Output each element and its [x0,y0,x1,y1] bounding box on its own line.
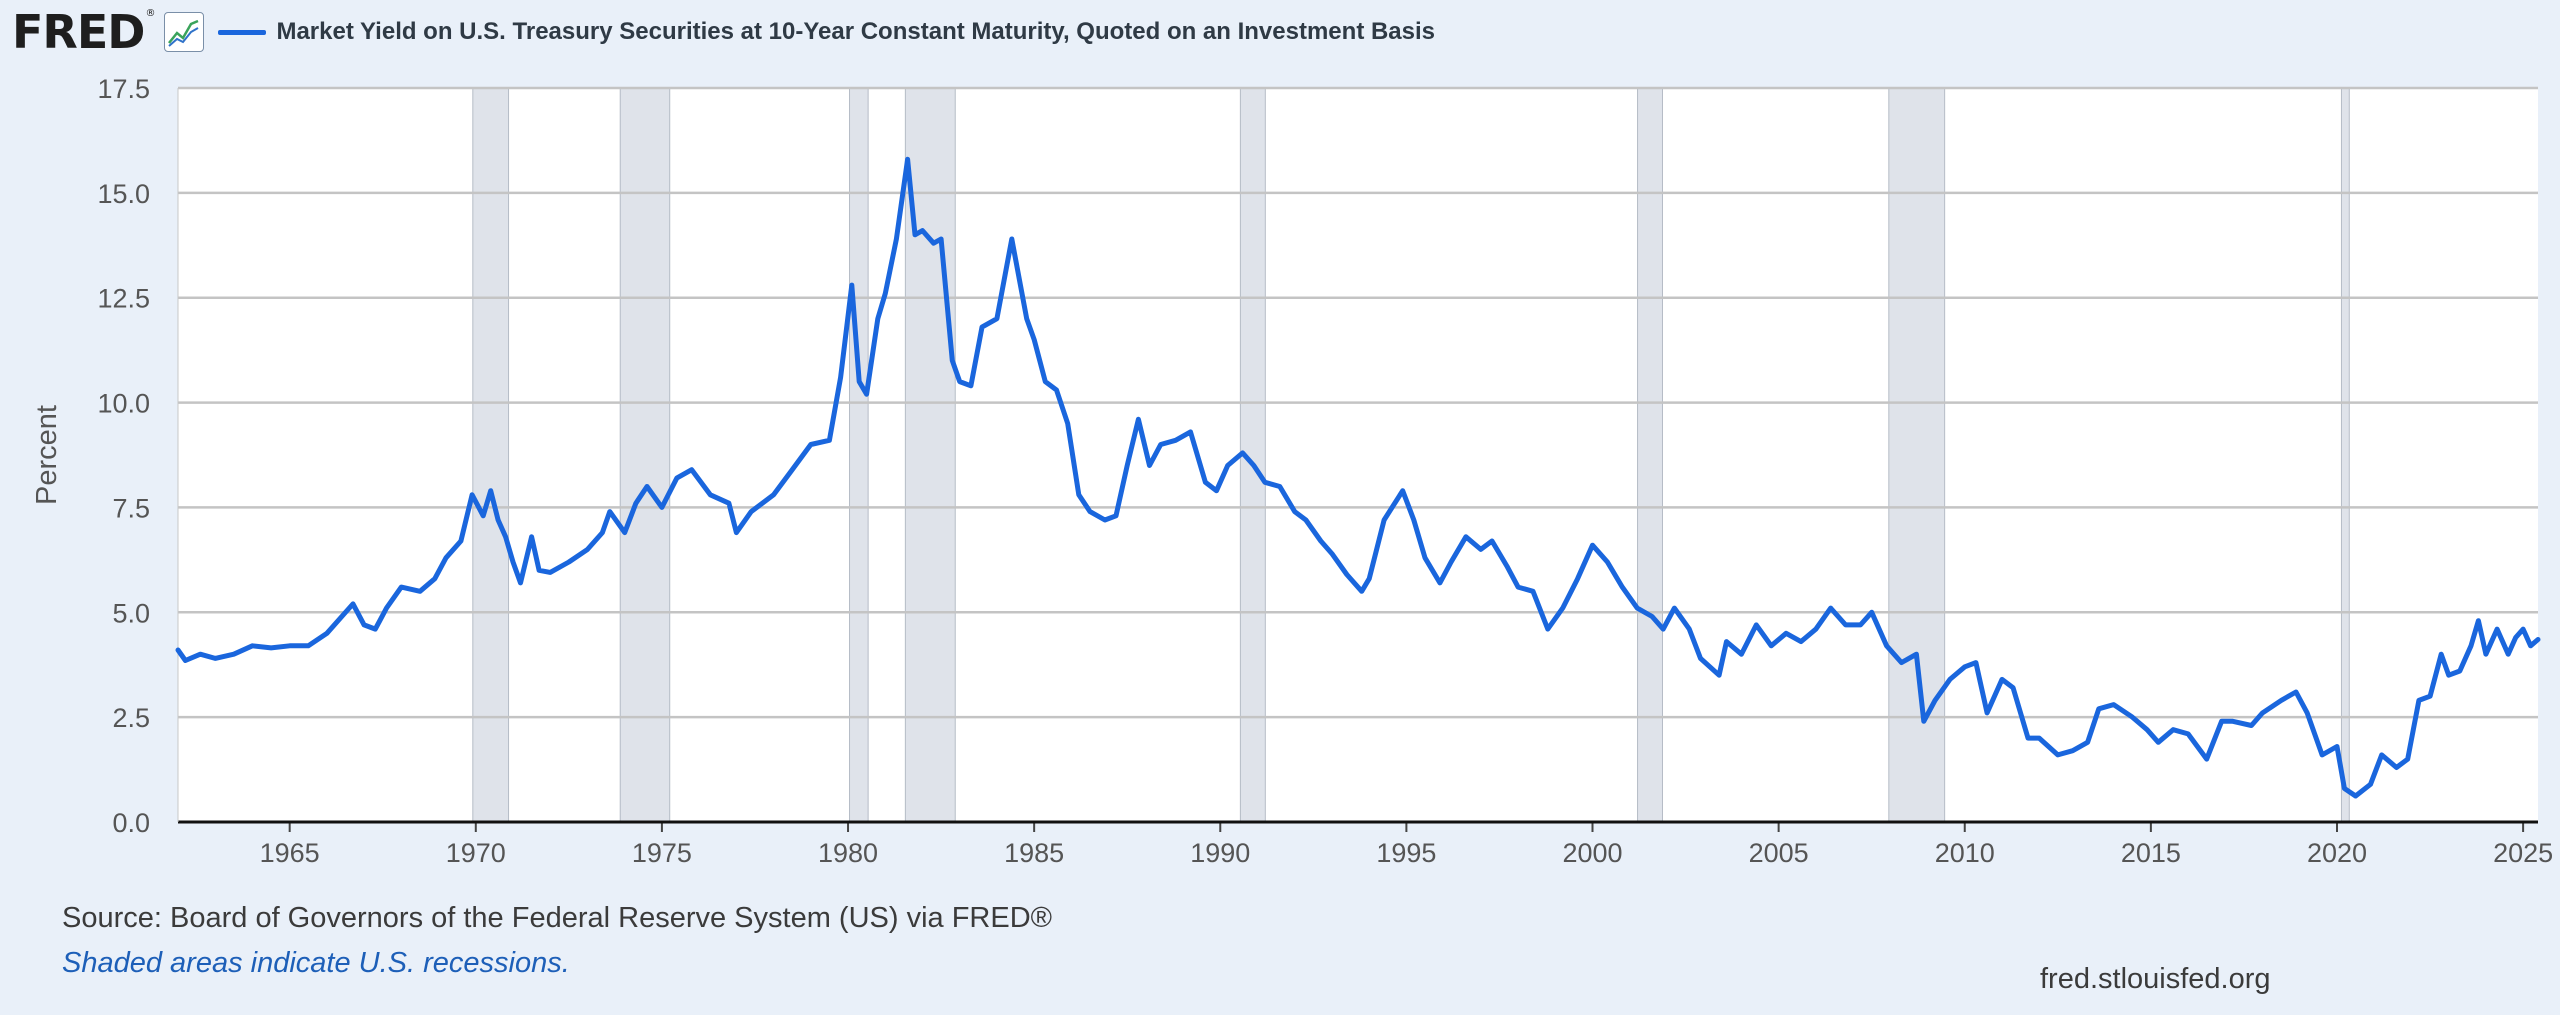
recession-band [619,87,671,823]
x-tick-label: 2015 [2121,838,2181,868]
x-tick-label: 1990 [1190,838,1250,868]
y-tick-label: 7.5 [112,493,150,523]
x-tick-label: 2020 [2307,838,2367,868]
recession-band [1637,87,1663,823]
y-tick-label: 5.0 [112,598,150,628]
chart-header: FRED® Market Yield on U.S. Treasury Secu… [12,8,1435,56]
x-tick-label: 1965 [260,838,320,868]
x-tick-label: 1995 [1376,838,1436,868]
x-tick-label: 2000 [1562,838,1622,868]
recession-band [1888,87,1946,823]
recession-note: Shaded areas indicate U.S. recessions. [62,947,570,979]
y-tick-label: 10.0 [97,389,150,419]
y-axis-title: Percent [31,405,63,505]
series-title: Market Yield on U.S. Treasury Securities… [276,18,1436,45]
y-tick-label: 0.0 [112,808,150,838]
recession-band [472,87,510,823]
plot-area [178,88,2538,822]
x-tick-label: 2025 [2493,838,2553,868]
legend-swatch [218,29,267,35]
y-tick-label: 12.5 [97,284,150,314]
x-tick-label: 1975 [632,838,692,868]
y-tick-label: 17.5 [97,74,150,104]
line-graph-icon[interactable] [164,12,205,52]
fred-logo[interactable]: FRED® [12,5,155,59]
site-url: fred.stlouisfed.org [2040,963,2271,995]
recession-band [849,87,869,823]
series-line [175,156,2541,799]
x-tick-label: 1970 [446,838,506,868]
x-tick-label: 1980 [818,838,878,868]
y-tick-label: 2.5 [112,703,150,733]
x-tick-label: 2005 [1749,838,1809,868]
x-tick-label: 1985 [1004,838,1064,868]
y-tick-label: 15.0 [97,179,150,209]
source-text: Source: Board of Governors of the Federa… [62,902,1053,934]
recession-band [2340,87,2350,823]
x-tick-label: 2010 [1935,838,1995,868]
